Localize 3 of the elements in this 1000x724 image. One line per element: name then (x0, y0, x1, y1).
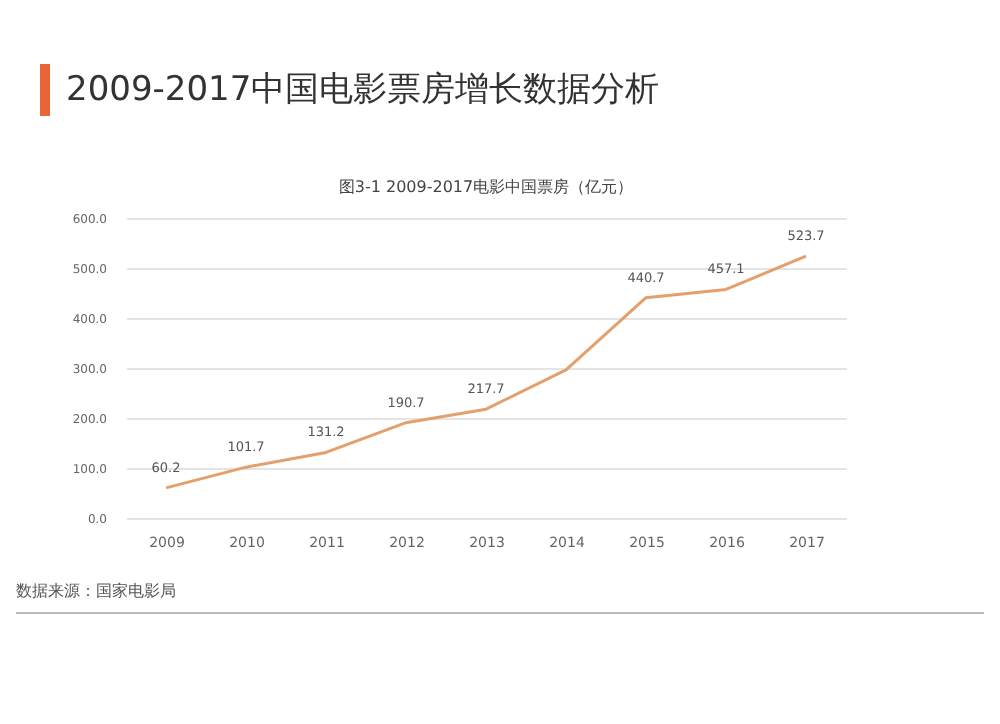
chart-subtitle: 图3-1 2009-2017电影中国票房（亿元） (338, 178, 634, 196)
source-note: 数据来源：国家电影局 (16, 580, 984, 614)
chart-title: 2009-2017中国电影票房增长数据分析 (40, 64, 660, 116)
